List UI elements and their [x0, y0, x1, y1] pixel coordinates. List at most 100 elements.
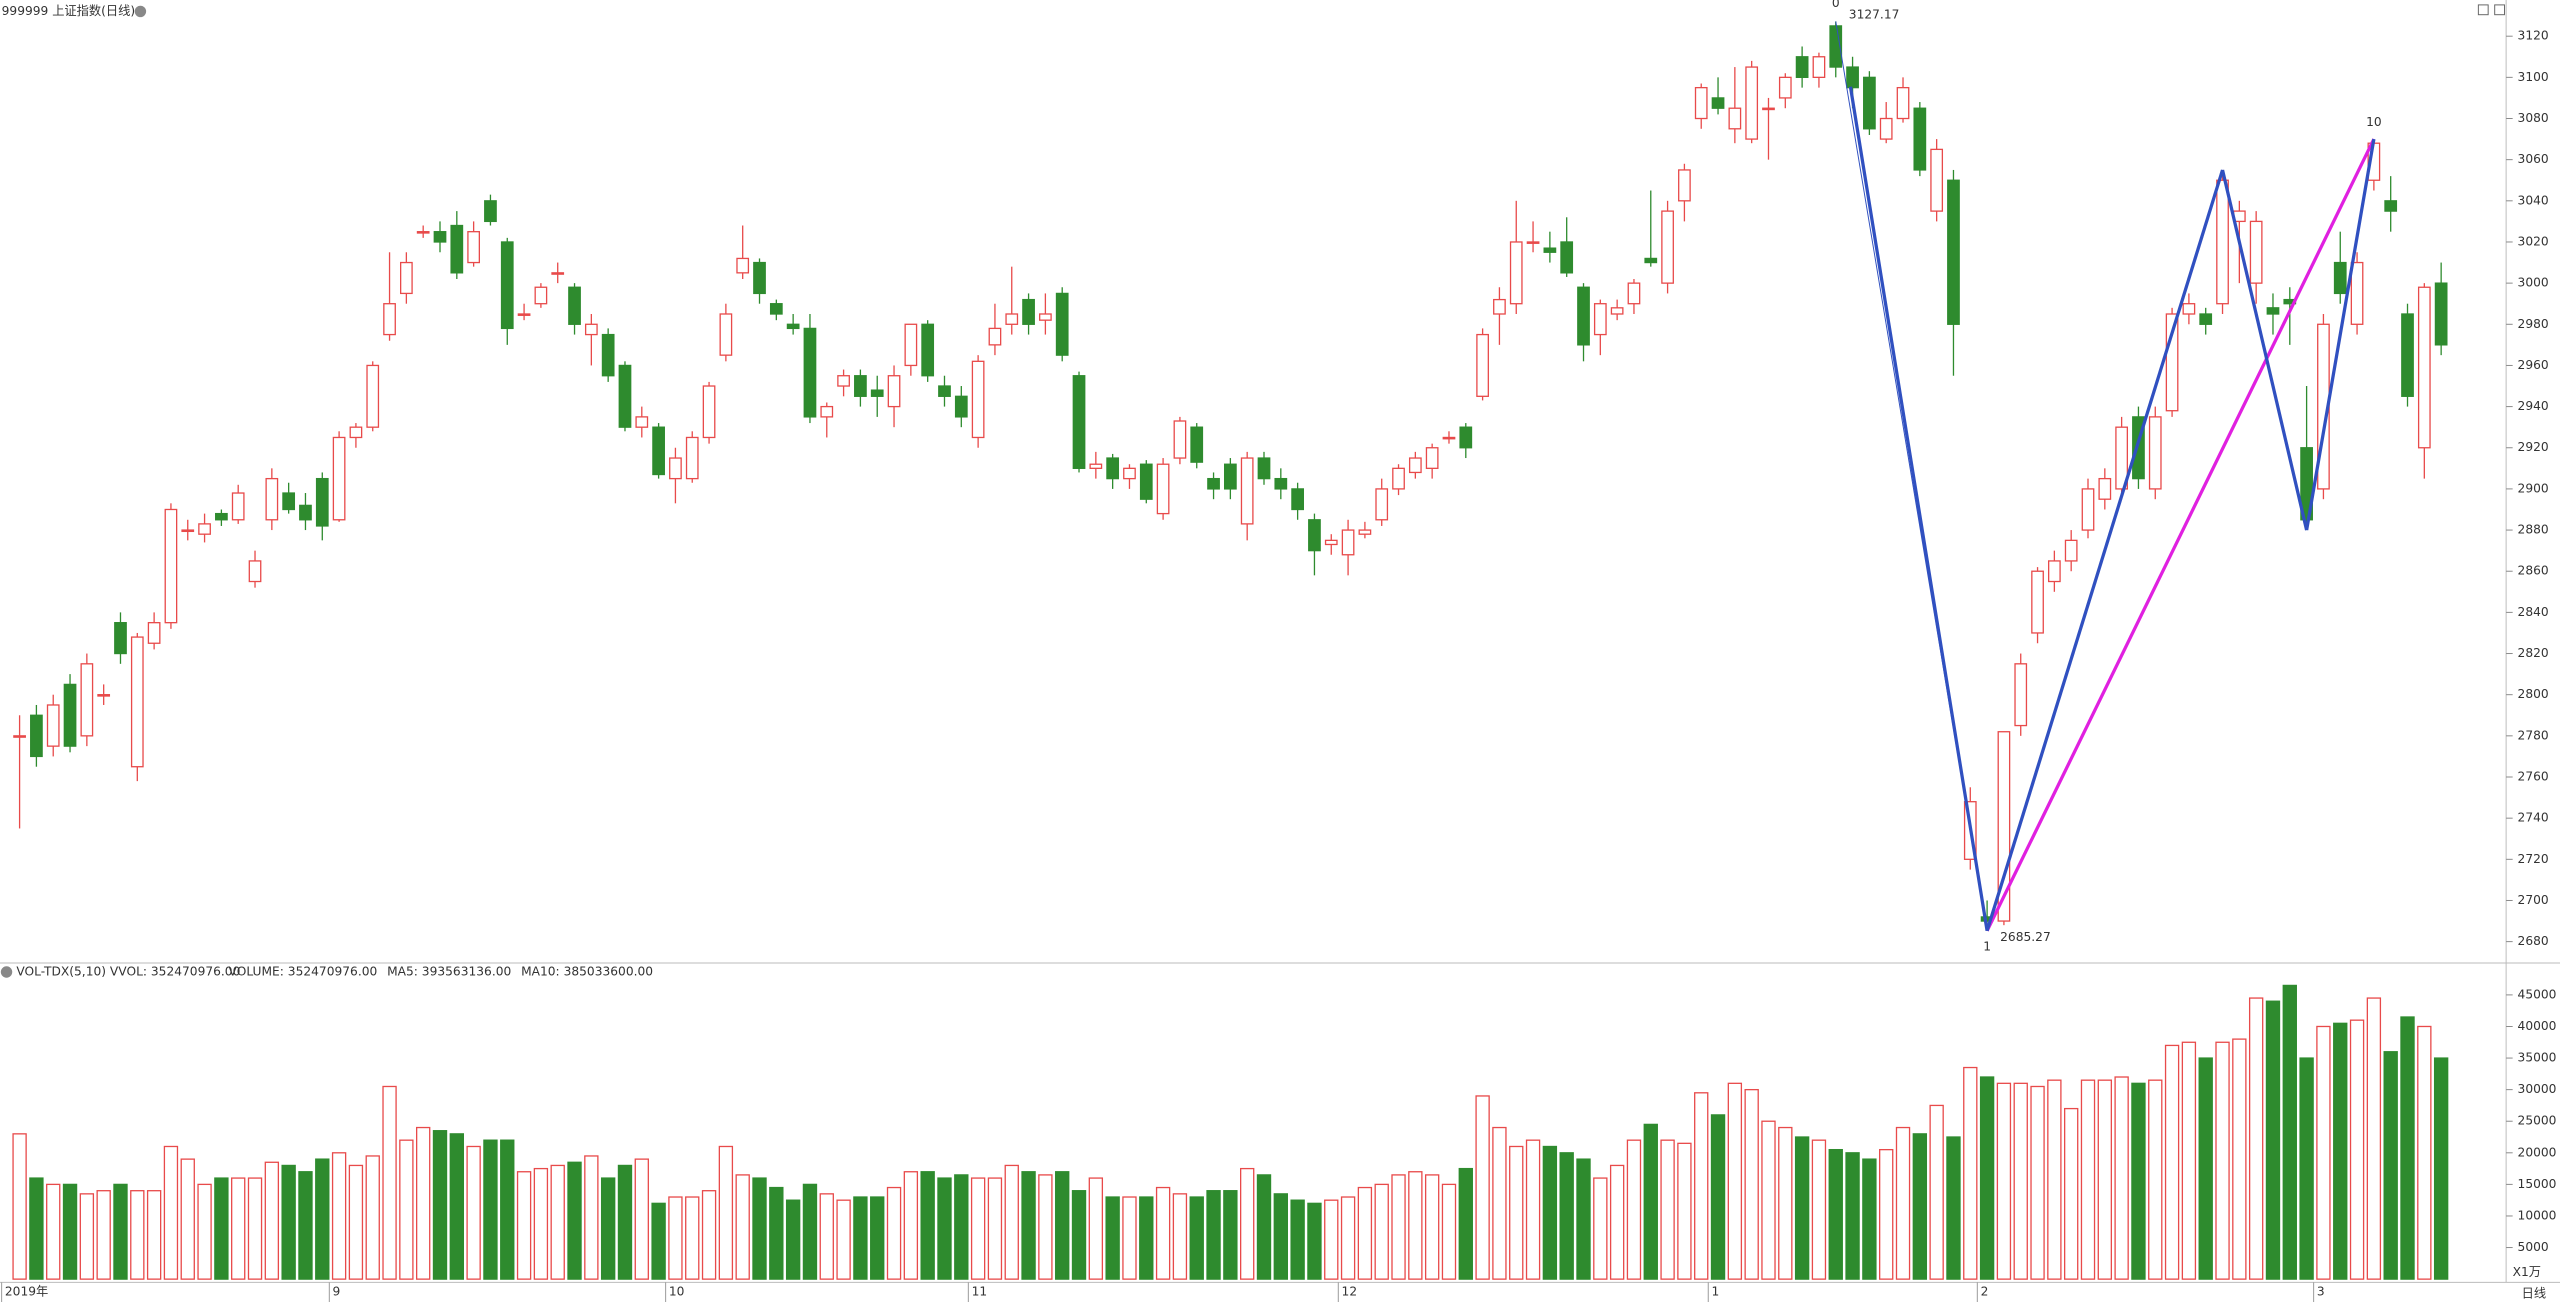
volume-bar — [567, 1161, 582, 1280]
candle-body — [870, 389, 884, 397]
legend-entry: MA10: 385033600.00 — [521, 965, 653, 979]
volume-bar — [2248, 997, 2264, 1280]
settings-icon[interactable] — [134, 5, 147, 18]
volume-bar — [331, 1152, 347, 1280]
candle-body — [1509, 241, 1523, 305]
y-tick-label: 2980 — [2518, 317, 2549, 331]
x-tick-label: 9 — [333, 1285, 341, 1299]
annotation-label: 10 — [2366, 115, 2382, 129]
volume-bar — [1021, 1171, 1036, 1280]
volume-bar — [2349, 1019, 2365, 1280]
x-tick-label: 2 — [1981, 1285, 1989, 1299]
window-button[interactable] — [2477, 4, 2489, 16]
candle-body — [2350, 261, 2364, 325]
candle-body — [1223, 463, 1237, 490]
volume-bar — [1879, 1148, 1894, 1280]
candle-body — [231, 492, 245, 521]
volume-bar — [1240, 1167, 1255, 1280]
volume-bar — [1324, 1199, 1339, 1280]
volume-bar — [1727, 1082, 1743, 1280]
candle-body — [1408, 457, 1422, 474]
candle-body — [1711, 97, 1725, 109]
volume-bar — [1038, 1174, 1053, 1280]
candle-body — [147, 622, 161, 644]
candle-body — [2081, 488, 2095, 531]
candle-body — [1930, 148, 1944, 212]
candle-body — [433, 231, 447, 243]
x-tick-label: 12 — [1342, 1285, 1358, 1299]
candle-body — [500, 241, 514, 330]
candle-body — [1072, 375, 1086, 469]
y-tick-label: 2800 — [2518, 687, 2549, 701]
drawing-line — [2305, 138, 2376, 531]
volume-bar — [1694, 1092, 1709, 1280]
x-tick-label: 1 — [1712, 1285, 1720, 1299]
volume-bar — [1122, 1196, 1137, 1280]
y-tick-label: 15000 — [2518, 1177, 2557, 1191]
volume-bar — [466, 1145, 481, 1280]
volume-title: VOL-TDX(5,10) VVOL: 352470976.00 — [16, 965, 240, 979]
candle-body — [601, 333, 615, 377]
volume-bar — [903, 1171, 919, 1280]
volume-bar — [2366, 997, 2382, 1280]
legend-entry: VOLUME: 352470976.00 — [229, 965, 378, 979]
volume-bar — [1357, 1186, 1373, 1280]
candle-body — [315, 477, 329, 527]
volume-bar — [2400, 1016, 2415, 1280]
volume-bar — [634, 1158, 649, 1280]
volume-bar — [2333, 1022, 2348, 1280]
candle-body — [1728, 107, 1742, 130]
candle-body — [1375, 488, 1389, 521]
volume-bar — [415, 1126, 431, 1280]
volume-bar — [365, 1155, 380, 1280]
candle-body — [130, 636, 144, 768]
volume-bar — [197, 1183, 212, 1280]
volume-bar — [1340, 1196, 1356, 1280]
volume-bar — [2316, 1025, 2331, 1280]
candle-body — [1459, 426, 1473, 449]
volume-bar — [2013, 1082, 2028, 1280]
volume-bar — [1525, 1139, 1541, 1280]
x-tick-label: 10 — [669, 1285, 685, 1299]
volume-bar — [2232, 1038, 2247, 1280]
volume-bar — [1979, 1076, 1995, 1280]
volume-bar — [870, 1196, 885, 1280]
volume-bar — [1862, 1158, 1877, 1280]
candle-body — [1123, 467, 1136, 480]
volume-bar — [264, 1161, 280, 1280]
volume-bar — [62, 1183, 78, 1280]
candle-body — [2249, 220, 2263, 284]
volume-bar — [1155, 1186, 1171, 1280]
candle-body — [1274, 477, 1288, 490]
volume-bar — [886, 1186, 902, 1280]
volume-bar — [584, 1155, 599, 1280]
volume-bar — [1576, 1158, 1591, 1280]
candle-body — [299, 504, 312, 521]
volume-bar — [668, 1196, 683, 1280]
y-tick-label: 2740 — [2518, 811, 2549, 825]
volume-bar — [2030, 1085, 2045, 1280]
volume-bar — [2097, 1079, 2112, 1280]
volume-bar — [483, 1139, 498, 1280]
candle-body — [517, 313, 531, 316]
volume-bar — [1223, 1190, 1238, 1280]
volume-bar — [718, 1145, 734, 1280]
volume-bar — [987, 1177, 1003, 1280]
window-button[interactable] — [2494, 4, 2505, 16]
candle-body — [416, 231, 430, 234]
volume-bar — [214, 1177, 229, 1280]
volume-bar — [920, 1171, 935, 1280]
y-tick-label: 2700 — [2518, 893, 2549, 907]
candle-body — [181, 529, 195, 533]
candle-body — [80, 663, 94, 737]
volume-bar — [2114, 1076, 2129, 1280]
candle-body — [282, 492, 296, 511]
candle-body — [2384, 200, 2398, 212]
volume-bar — [1139, 1196, 1154, 1280]
settings-icon[interactable] — [0, 966, 13, 978]
candle-body — [1829, 25, 1843, 68]
volume-bar — [2383, 1051, 2398, 1280]
candle-body — [1913, 107, 1927, 171]
